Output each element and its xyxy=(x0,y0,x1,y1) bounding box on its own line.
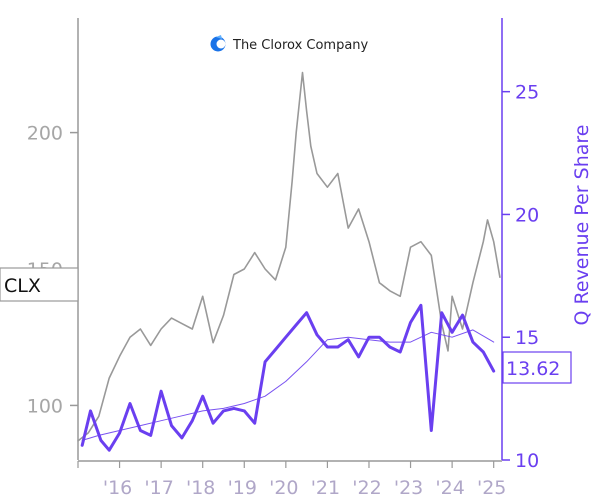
series-line-price xyxy=(77,71,501,442)
x-axis-tick-label: '23 xyxy=(394,477,423,499)
x-axis-tick-label: '18 xyxy=(186,477,215,499)
right-axis-tick-label: 25 xyxy=(515,82,539,104)
left-axis: 100150200 xyxy=(27,18,79,460)
right-axis-tick-label: 15 xyxy=(515,327,539,349)
ticker-tag-label: CLX xyxy=(4,275,41,297)
x-axis-tick-label: '16 xyxy=(103,477,132,499)
clorox-logo-icon xyxy=(210,35,226,52)
series-line-revenue xyxy=(80,303,496,452)
series-layer xyxy=(77,71,501,452)
x-axis-tick-label: '22 xyxy=(352,477,381,499)
x-axis-tick-label: '20 xyxy=(269,477,298,499)
x-axis-tick-label: '17 xyxy=(144,477,173,499)
right-axis-title: Q Revenue Per Share xyxy=(571,125,593,326)
last-value-tag-label: 13.62 xyxy=(506,358,560,380)
brand-name: The Clorox Company xyxy=(232,38,369,53)
right-axis-tick-label: 20 xyxy=(515,204,539,226)
left-axis-tick-label: 200 xyxy=(27,123,63,145)
clorox-logo-icon-cutout xyxy=(216,39,226,49)
ticker-tag: CLX xyxy=(0,267,79,302)
x-axis-tick-label: '25 xyxy=(477,477,506,499)
right-axis-tick-label: 10 xyxy=(515,450,539,472)
x-axis-tick-label: '19 xyxy=(228,477,257,499)
left-axis-tick-label: 100 xyxy=(27,395,63,417)
x-axis-tick-label: '21 xyxy=(311,477,340,499)
x-axis-tick-label: '24 xyxy=(435,477,464,499)
ticker-tag-box xyxy=(0,267,79,302)
last-value-tag: 13.62 xyxy=(502,351,572,384)
right-axis: Q Revenue Per Share 10 15 20 25 xyxy=(501,18,593,472)
last-value-tag-box xyxy=(502,351,572,384)
series-line-average xyxy=(81,329,495,441)
clorox-logo-icon-accent xyxy=(216,35,222,39)
x-axis: '16 '17 '18 '19 '20 '21 '22 '23 '24 '25 xyxy=(77,460,506,499)
brand: The Clorox Company xyxy=(210,35,369,53)
